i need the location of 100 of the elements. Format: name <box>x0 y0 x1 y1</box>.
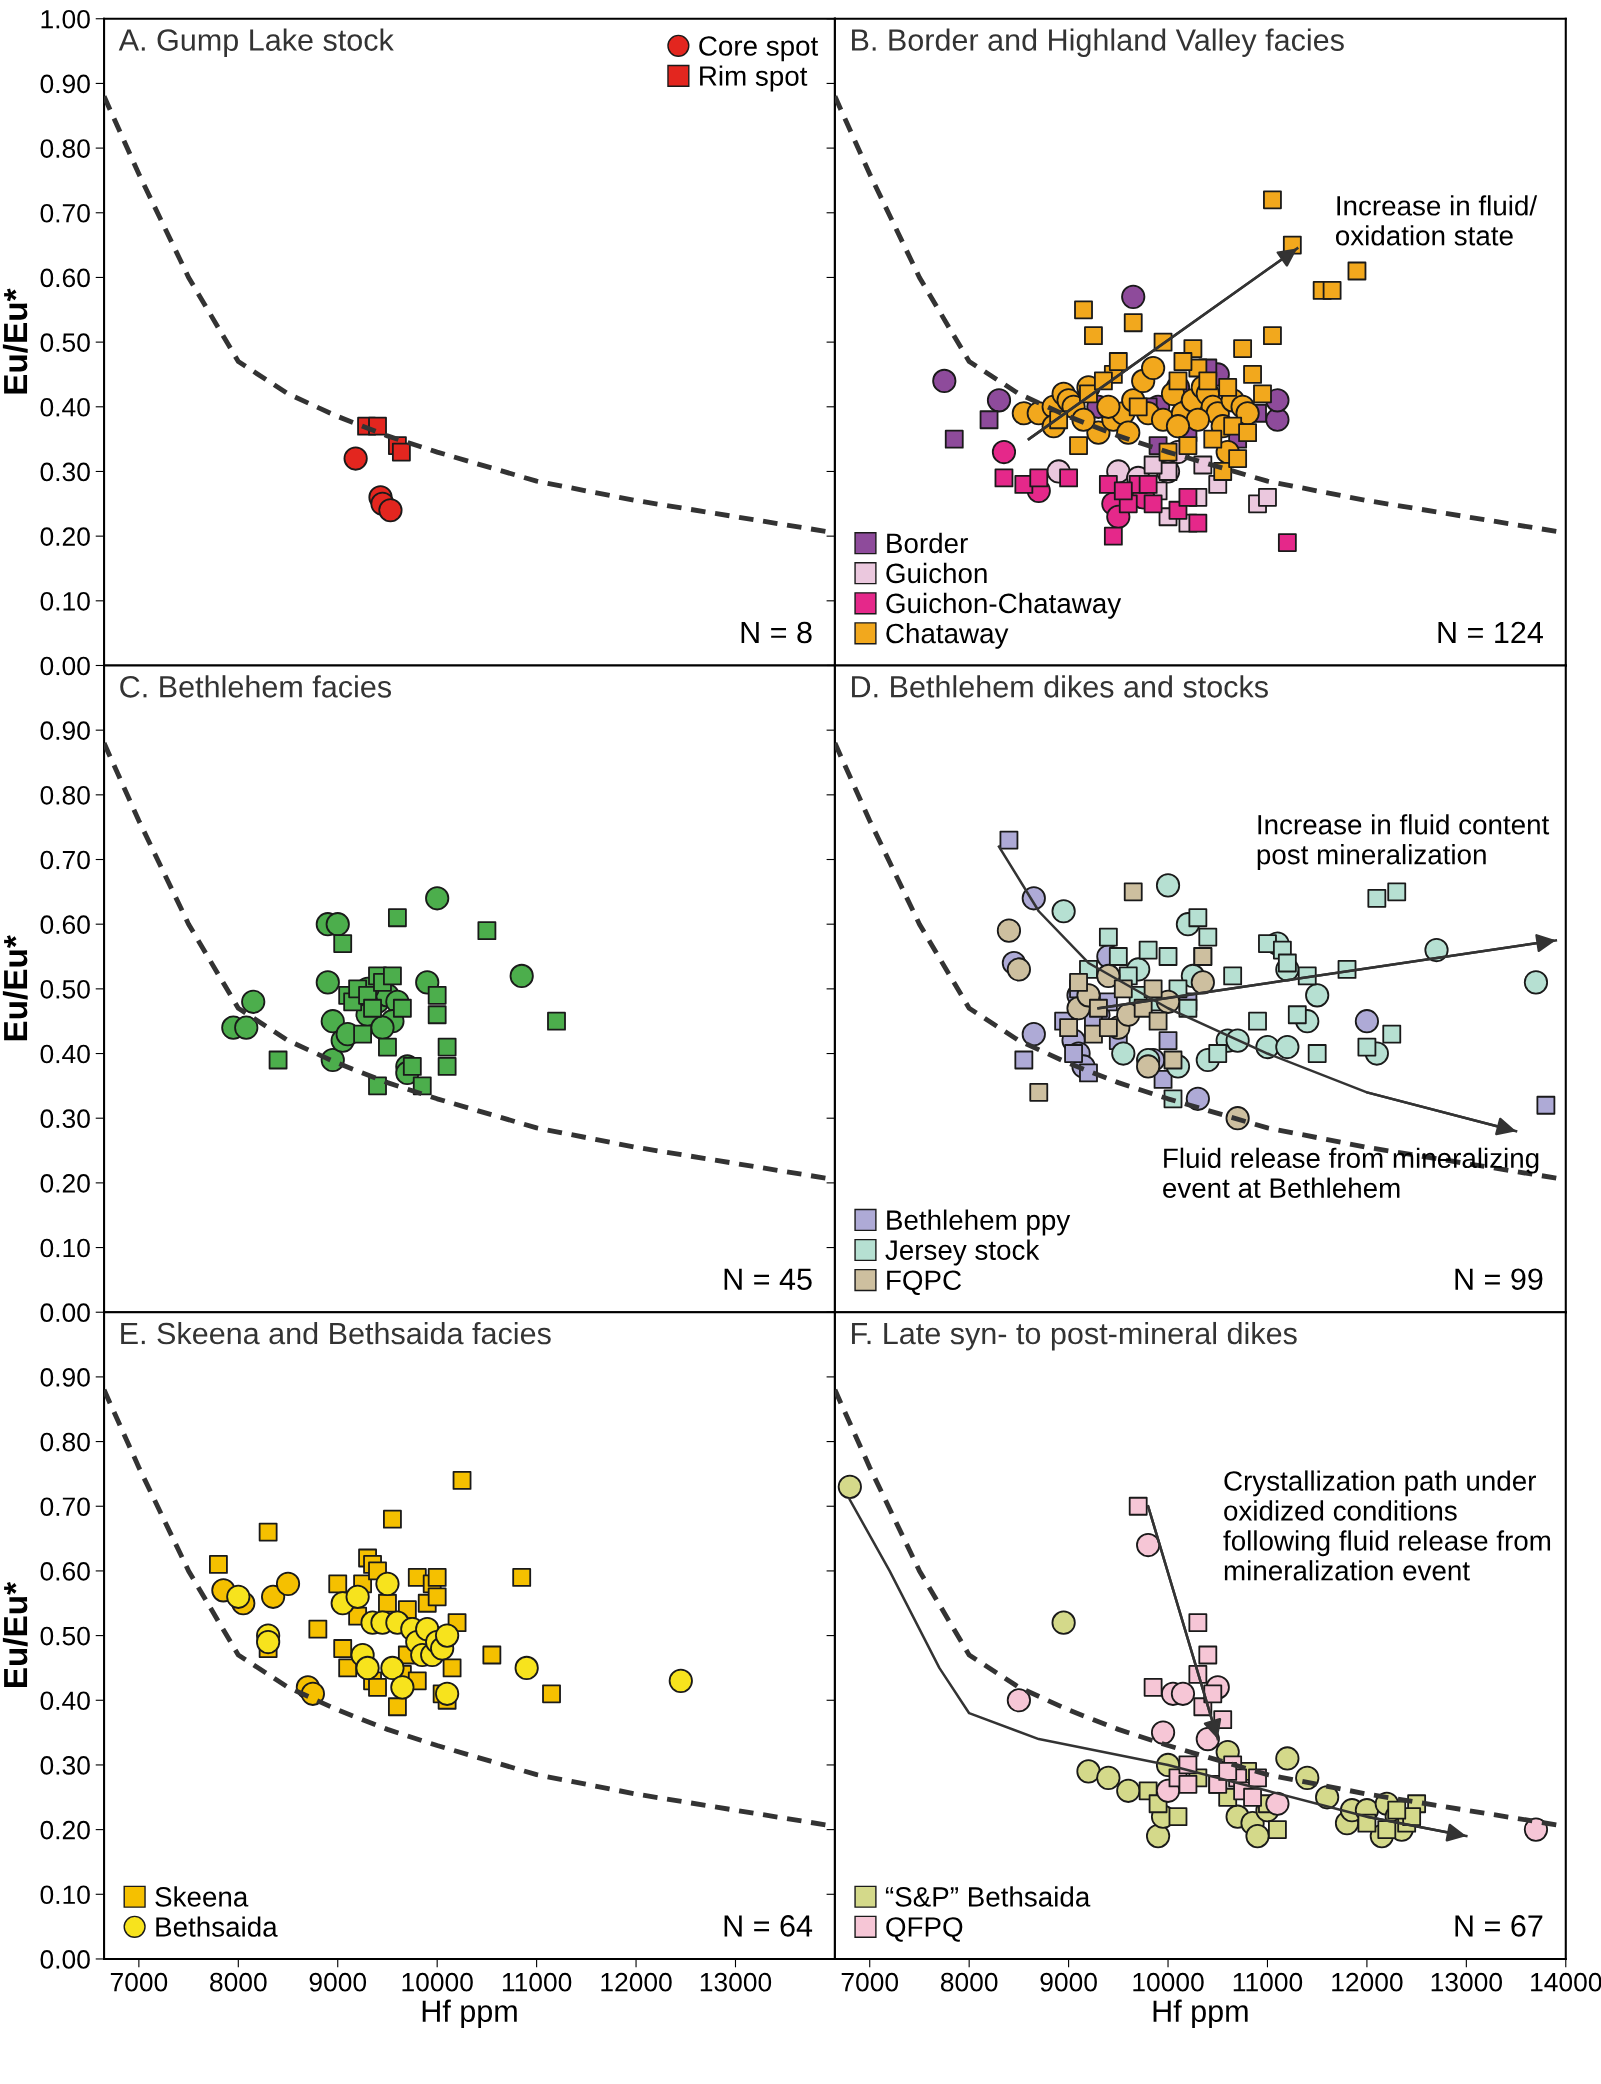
point <box>1185 407 1210 432</box>
point <box>328 1574 348 1594</box>
y-tick-label: 0.30 <box>40 462 90 482</box>
point <box>437 1037 457 1057</box>
point <box>1238 423 1257 443</box>
point <box>258 1522 278 1542</box>
point <box>1006 957 1031 982</box>
point <box>387 908 407 928</box>
point <box>1198 927 1218 947</box>
point <box>392 998 412 1018</box>
annotation: Crystallization path under oxidized conditions following fluid release from mineralization event <box>1223 1470 1551 1581</box>
point <box>1108 947 1128 966</box>
point <box>1148 1011 1168 1031</box>
y-tick-label: 0.80 <box>40 139 90 158</box>
point <box>370 1015 395 1040</box>
point <box>1305 983 1330 1008</box>
point <box>343 446 368 471</box>
point <box>1096 394 1121 419</box>
point <box>1150 1720 1176 1745</box>
point <box>435 1623 460 1648</box>
legend-label: Skeena <box>155 1886 249 1907</box>
point <box>1168 371 1188 391</box>
point <box>437 1057 457 1076</box>
chart-title: F. Late syn- to post-mineral dikes <box>852 1321 1297 1351</box>
point <box>1168 1807 1188 1827</box>
x-tick-label: 13000 <box>1431 1972 1502 1992</box>
y-tick-label: 0.90 <box>40 721 90 740</box>
point <box>1113 481 1133 501</box>
y-tick-label: 0.80 <box>40 1432 90 1452</box>
point <box>1188 908 1208 928</box>
annotation: N = 64 <box>724 1915 813 1937</box>
legend-label: QFPQ <box>886 1917 963 1942</box>
y-tick-label: 0.30 <box>40 1756 90 1775</box>
point <box>1277 953 1297 973</box>
x-tick-label: 8000 <box>210 1972 267 1992</box>
point <box>268 1050 288 1070</box>
point <box>383 1509 402 1529</box>
point <box>932 368 957 394</box>
point <box>315 970 340 995</box>
point <box>1218 377 1238 397</box>
point <box>1208 1044 1228 1063</box>
y-tick-label: 0.20 <box>40 527 90 546</box>
point <box>261 1584 286 1609</box>
x-tick-label: 14000 <box>1531 1972 1601 1992</box>
point <box>275 1571 301 1596</box>
y-tick-label: 0.80 <box>40 785 90 805</box>
legend-label: Core spot <box>699 36 819 62</box>
point <box>1155 873 1181 898</box>
point <box>1188 1613 1208 1633</box>
point <box>1275 1746 1300 1771</box>
y-tick-label: 1.00 <box>41 9 90 29</box>
point <box>383 966 402 986</box>
point <box>1064 1044 1083 1063</box>
point <box>1165 414 1191 439</box>
point <box>1277 533 1297 553</box>
legend-label: “S&P” Bethsaida <box>885 1886 1091 1907</box>
point <box>256 1629 281 1655</box>
x-tick-label: 7000 <box>841 1972 899 1992</box>
point <box>425 886 450 911</box>
point <box>345 1584 370 1609</box>
y-tick-label: 0.60 <box>40 268 90 288</box>
point <box>1121 284 1146 309</box>
point <box>1253 384 1272 404</box>
point <box>1014 1050 1034 1070</box>
y-tick-label: 0.70 <box>40 203 90 223</box>
chart-title: B. Border and Highland Valley facies <box>852 28 1344 57</box>
point <box>427 1005 447 1025</box>
annotation: Increase in fluid content post mineralization <box>1257 814 1550 870</box>
point <box>435 1681 460 1706</box>
point <box>1138 940 1158 960</box>
x-tick-label: 10000 <box>402 1972 473 1992</box>
y-tick-label: 0.10 <box>40 1238 90 1258</box>
point <box>1248 1011 1267 1031</box>
point <box>1178 487 1198 507</box>
point <box>1143 979 1163 999</box>
y-tick-label: 0.70 <box>40 850 90 870</box>
point <box>1243 365 1262 384</box>
annotation: N = 45 <box>724 1268 812 1291</box>
point <box>1006 1688 1031 1713</box>
legend-label: Jersey stock <box>885 1239 1040 1266</box>
point <box>1029 468 1049 488</box>
y-tick-label: 0.40 <box>40 1044 90 1064</box>
point <box>837 1474 862 1499</box>
legend-label: Bethsaida <box>156 1916 278 1937</box>
y-tick-label: 0.50 <box>40 333 90 352</box>
point <box>1123 882 1143 902</box>
point <box>427 1567 447 1587</box>
point <box>1523 970 1549 995</box>
point <box>1265 1791 1290 1816</box>
point <box>991 439 1017 465</box>
point <box>1268 1820 1287 1840</box>
point <box>368 1076 387 1096</box>
point <box>1387 1800 1407 1820</box>
point <box>1084 326 1103 346</box>
point <box>380 1655 405 1681</box>
chart-title: A. Gump Lake stock <box>118 28 394 57</box>
point <box>1198 371 1218 391</box>
point <box>1141 355 1166 381</box>
y-axis-title: Eu/Eu* <box>2 1581 28 1688</box>
x-tick-label: 13000 <box>700 1972 772 1992</box>
